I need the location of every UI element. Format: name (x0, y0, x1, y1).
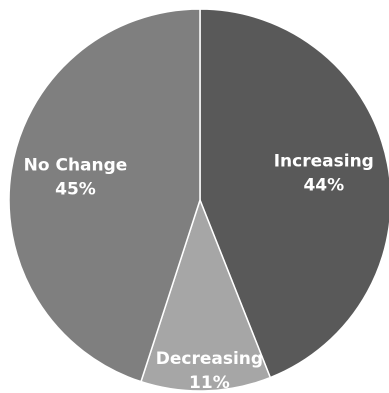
slice-value-label: 11% (189, 373, 230, 393)
slice-value-label: 44% (303, 175, 344, 195)
slice-category-label: No Change (24, 155, 128, 175)
slice-value-label: 45% (55, 179, 96, 199)
slice-label-no-change: No Change 45% (24, 155, 128, 199)
labels-layer: Increasing 44% Decreasing 11% No Change 45% (24, 151, 374, 392)
pie-slice-increasing (199, 8, 389, 379)
pie-slice-decreasing (140, 197, 272, 392)
slices-layer (8, 8, 389, 392)
slice-category-label: Decreasing (156, 349, 263, 369)
pie-slice-no-change (8, 8, 201, 383)
slice-label-increasing: Increasing 44% (274, 151, 374, 195)
slice-category-label: Increasing (274, 151, 374, 171)
slice-label-decreasing: Decreasing 11% (156, 349, 263, 393)
